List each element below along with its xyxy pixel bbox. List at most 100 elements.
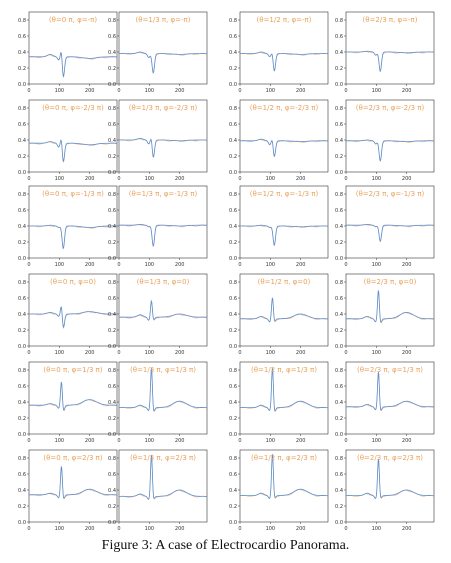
panel-title: (θ=1/3 π, φ=1/3 π) (130, 366, 196, 374)
x-tick-label: 200 (85, 176, 95, 182)
y-tick-label: 0.4 (335, 50, 343, 56)
ecg-panel: 0.0 0.2 0.4 0.6 0.8 0 100 200 (θ=1/3 π, φ=-1/3 π… (108, 185, 208, 268)
panel-title: (θ=1/3 π, φ=-2/3 π) (129, 104, 198, 112)
y-tick-label: 0.2 (18, 328, 26, 334)
y-tick-label: 0.8 (18, 456, 26, 462)
y-tick-label: 0.4 (335, 488, 343, 494)
y-tick-label: 0.8 (229, 106, 237, 112)
x-tick-label: 100 (145, 438, 155, 444)
y-tick-label: 0.2 (229, 154, 237, 160)
y-tick-label: 0.4 (229, 488, 237, 494)
x-tick-label: 100 (145, 262, 155, 268)
y-tick-label: 0.2 (18, 240, 26, 246)
y-tick-label: 0.4 (108, 50, 116, 56)
signal-line-overlay (345, 224, 434, 243)
x-tick-label: 0 (117, 176, 120, 182)
y-tick-label: 0.4 (108, 488, 116, 494)
x-tick-label: 200 (175, 350, 185, 356)
panel-frame (345, 99, 435, 173)
x-tick-label: 100 (372, 88, 382, 94)
panel-title: (θ=0 π, φ=-1/3 π) (42, 190, 104, 198)
panel-frame (28, 11, 118, 85)
panel-title: (θ=1/3 π, φ=2/3 π) (130, 454, 196, 462)
panel-frame (118, 99, 208, 173)
panel-title: (θ=1/2 π, φ=-π) (257, 16, 312, 24)
y-tick-label: 0.2 (18, 154, 26, 160)
x-tick-label: 200 (296, 350, 306, 356)
y-tick-label: 0.8 (18, 368, 26, 374)
y-tick-label: 0.4 (108, 312, 116, 318)
y-tick-label: 0.6 (335, 34, 343, 40)
y-tick-label: 0.0 (335, 82, 343, 88)
x-tick-label: 100 (55, 88, 65, 94)
y-tick-label: 0.6 (335, 296, 343, 302)
x-tick-label: 200 (402, 526, 412, 532)
ecg-panel: 0.0 0.2 0.4 0.6 0.8 0 100 200 (θ=0 π, φ=2/3 π) (18, 449, 118, 532)
panel-title: (θ=1/2 π, φ=1/3 π) (251, 366, 317, 374)
signal-line-overlay (239, 139, 328, 158)
x-tick-label: 100 (266, 438, 276, 444)
panel-title: (θ=0 π, φ=2/3 π) (43, 454, 102, 462)
x-tick-label: 200 (85, 88, 95, 94)
x-tick-label: 100 (372, 262, 382, 268)
x-tick-label: 200 (85, 262, 95, 268)
signal-line-overlay (239, 368, 328, 413)
x-tick-label: 0 (117, 526, 120, 532)
x-tick-label: 0 (27, 176, 30, 182)
x-tick-label: 200 (296, 176, 306, 182)
y-tick-label: 0.8 (335, 368, 343, 374)
y-tick-label: 0.2 (335, 154, 343, 160)
signal-line-overlay (239, 52, 328, 72)
x-tick-label: 0 (344, 350, 347, 356)
y-tick-label: 0.8 (229, 18, 237, 24)
panel-title: (θ=1/3 π, φ=0) (137, 278, 190, 286)
signal-line-overlay (345, 372, 434, 412)
y-tick-label: 0.0 (18, 432, 26, 438)
y-tick-label: 0.0 (18, 170, 26, 176)
y-tick-label: 0.8 (18, 280, 26, 286)
x-tick-label: 0 (238, 262, 241, 268)
x-tick-label: 100 (55, 350, 65, 356)
y-tick-label: 0.8 (18, 192, 26, 198)
x-tick-label: 200 (402, 262, 412, 268)
panel-frame (239, 273, 329, 347)
panel-frame (239, 11, 329, 85)
y-tick-label: 0.4 (18, 224, 26, 230)
y-tick-label: 0.4 (229, 224, 237, 230)
y-tick-label: 0.0 (108, 520, 116, 526)
x-tick-label: 200 (402, 350, 412, 356)
x-tick-label: 0 (27, 88, 30, 94)
y-tick-label: 0.0 (108, 170, 116, 176)
signal-line (119, 51, 207, 74)
ecg-panel: 0.0 0.2 0.4 0.6 0.8 0 100 200 (θ=1/2 π, φ=-2/3 π… (229, 99, 329, 182)
y-tick-label: 0.0 (229, 520, 237, 526)
y-tick-label: 0.4 (335, 400, 343, 406)
ecg-panel: 0.0 0.2 0.4 0.6 0.8 0 100 200 (θ=0 π, φ=-π) (18, 11, 118, 94)
x-tick-label: 200 (296, 438, 306, 444)
x-tick-label: 200 (296, 88, 306, 94)
y-tick-label: 0.8 (18, 106, 26, 112)
y-tick-label: 0.8 (229, 456, 237, 462)
y-tick-label: 0.2 (229, 66, 237, 72)
signal-line (29, 139, 117, 163)
ecg-panel: 0.0 0.2 0.4 0.6 0.8 0 100 200 (θ=1/3 π, φ=1/3 π) (108, 361, 208, 444)
ecg-panel: 0.0 0.2 0.4 0.6 0.8 0 100 200 (θ=1/2 π, φ=0) (229, 273, 329, 356)
ecg-panel: 0.0 0.2 0.4 0.6 0.8 0 100 200 (θ=0 π, φ=-1/3 π) (18, 185, 118, 268)
ecg-panel: 0.0 0.2 0.4 0.6 0.8 0 100 200 (θ=1/3 π, φ=0) (108, 273, 208, 356)
signal-line (346, 50, 434, 72)
signal-line (119, 368, 207, 412)
y-tick-label: 0.4 (108, 224, 116, 230)
y-tick-label: 0.4 (335, 138, 343, 144)
x-tick-label: 0 (117, 350, 120, 356)
x-tick-label: 100 (55, 438, 65, 444)
x-tick-label: 200 (175, 88, 185, 94)
y-tick-label: 0.6 (108, 472, 116, 478)
x-tick-label: 100 (372, 176, 382, 182)
y-tick-label: 0.6 (18, 208, 26, 214)
panel-title: (θ=1/2 π, φ=-1/3 π) (250, 190, 319, 198)
x-tick-label: 200 (175, 176, 185, 182)
x-tick-label: 0 (27, 526, 30, 532)
y-tick-label: 0.2 (18, 66, 26, 72)
signal-line-overlay (28, 381, 117, 412)
y-tick-label: 0.8 (108, 18, 116, 24)
